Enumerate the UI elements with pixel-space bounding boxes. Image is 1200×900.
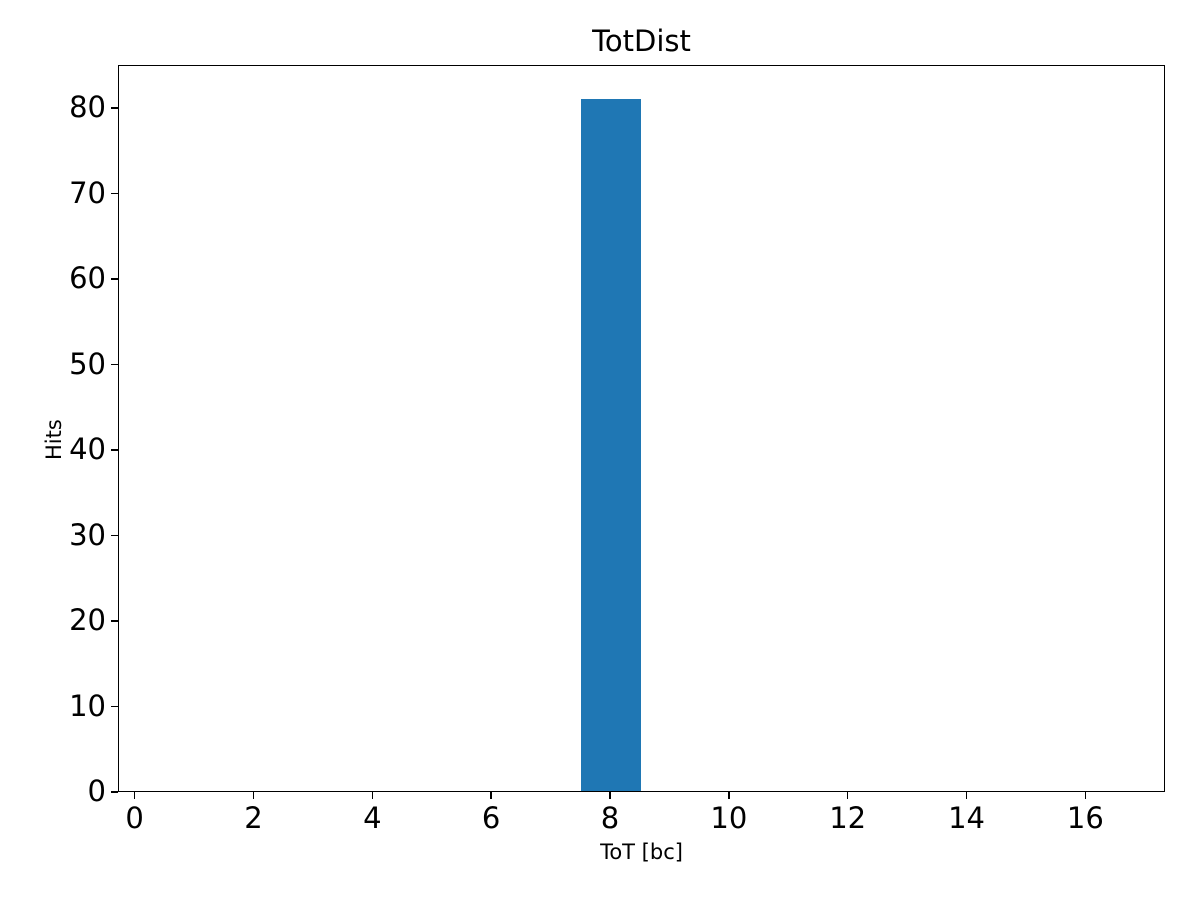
plot-axes	[118, 65, 1165, 792]
x-tick-label: 2	[244, 801, 263, 835]
y-tick-label: 50	[69, 346, 106, 381]
x-tick-label: 0	[125, 801, 144, 835]
x-tick-mark	[371, 792, 374, 799]
y-tick-label: 80	[69, 90, 106, 125]
x-tick-mark	[133, 792, 136, 799]
x-tick-mark	[252, 792, 255, 799]
x-tick-mark	[846, 792, 849, 799]
y-tick-mark	[111, 192, 118, 195]
y-tick-mark	[111, 534, 118, 537]
plot-area	[119, 66, 1164, 791]
x-tick-label: 6	[481, 801, 501, 835]
y-tick-mark	[111, 791, 118, 793]
x-tick-mark	[1084, 792, 1087, 799]
x-tick-label: 12	[829, 801, 867, 835]
y-tick-label: 70	[69, 175, 106, 210]
y-tick-label: 60	[69, 261, 106, 296]
y-tick-label: 30	[69, 517, 106, 552]
y-tick-label: 20	[69, 603, 106, 638]
histogram-bar	[581, 98, 641, 791]
x-tick-label: 16	[1066, 801, 1104, 835]
x-tick-mark	[609, 792, 611, 799]
x-tick-label: 10	[710, 801, 748, 835]
y-tick-label: 40	[69, 432, 106, 467]
y-axis-label: Hits	[42, 419, 66, 460]
x-tick-mark	[728, 792, 730, 799]
chart-title: TotDist	[592, 24, 691, 58]
x-tick-mark	[490, 792, 492, 799]
y-tick-label: 0	[87, 774, 106, 808]
y-tick-mark	[111, 705, 118, 708]
x-axis-label: ToT [bc]	[600, 840, 683, 864]
y-tick-mark	[111, 620, 118, 622]
x-tick-mark	[965, 792, 968, 799]
x-tick-label: 4	[363, 801, 382, 835]
x-tick-label: 14	[948, 801, 985, 835]
x-tick-label: 8	[600, 801, 620, 835]
y-tick-mark	[111, 449, 118, 451]
y-tick-mark	[111, 107, 118, 109]
y-tick-mark	[111, 278, 118, 280]
y-tick-label: 10	[69, 688, 106, 723]
y-tick-mark	[111, 363, 118, 366]
